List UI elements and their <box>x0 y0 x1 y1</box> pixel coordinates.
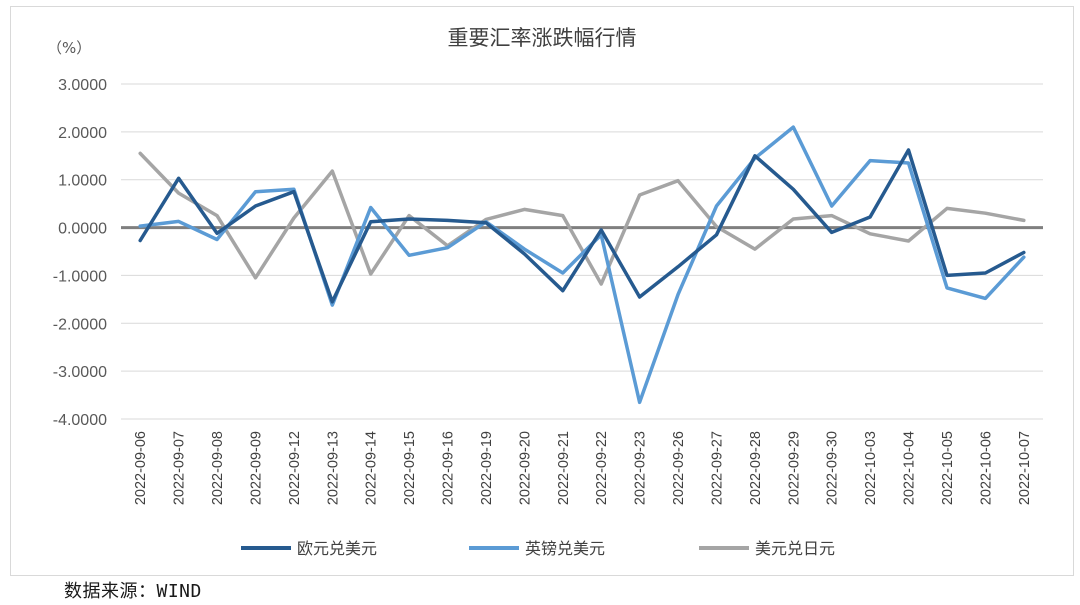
y-axis-ticks: 3.0000 2.0000 1.0000 0.0000 -1.0000 -2.0000 -3… <box>53 77 107 429</box>
unit-label: （%） <box>47 39 91 57</box>
x-tick-label: 2022-09-06 <box>133 431 149 505</box>
x-tick-label: 2022-09-23 <box>633 431 649 505</box>
source-note: 数据来源：WIND <box>64 581 202 602</box>
series-lines <box>138 125 1026 405</box>
legend-label: 英镑兑美元 <box>525 539 605 558</box>
x-tick-label: 2022-10-07 <box>1017 431 1033 505</box>
y-tick-label: -3.0000 <box>53 364 107 381</box>
x-tick-label: 2022-09-09 <box>248 431 264 505</box>
x-tick-label: 2022-09-08 <box>210 431 226 505</box>
y-tick-label: -1.0000 <box>53 268 107 285</box>
legend-label: 欧元兑美元 <box>297 539 377 558</box>
chart-frame: 重要汇率涨跌幅行情 （%） 3.0000 2.0000 1.0000 0.0000 -1… <box>10 6 1074 576</box>
x-tick-label: 2022-10-04 <box>902 431 918 505</box>
x-tick-label: 2022-09-22 <box>594 431 610 505</box>
x-tick-label: 2022-09-07 <box>172 431 188 505</box>
legend: 欧元兑美元 英镑兑美元 美元兑日元 <box>241 539 835 558</box>
x-tick-label: 2022-09-21 <box>556 431 572 505</box>
x-tick-label: 2022-09-27 <box>709 431 725 505</box>
x-tick-label: 2022-10-05 <box>940 431 956 505</box>
x-tick-label: 2022-09-20 <box>517 431 533 505</box>
y-tick-label: -2.0000 <box>53 316 107 333</box>
x-tick-label: 2022-09-15 <box>402 431 418 505</box>
x-axis-ticks: 2022-09-06 2022-09-07 2022-09-08 2022-09-09… <box>133 431 1033 505</box>
y-tick-label: 3.0000 <box>58 77 107 94</box>
series-line-0 <box>138 148 1026 304</box>
series-line-2 <box>138 151 1026 286</box>
x-tick-label: 2022-09-13 <box>325 431 341 505</box>
legend-label: 美元兑日元 <box>755 539 835 558</box>
x-tick-label: 2022-10-06 <box>978 431 994 505</box>
series-line-1 <box>138 125 1026 405</box>
y-tick-label: 0.0000 <box>58 221 107 238</box>
x-tick-label: 2022-09-19 <box>479 431 495 505</box>
chart-canvas: 重要汇率涨跌幅行情 （%） 3.0000 2.0000 1.0000 0.0000 -1… <box>47 26 1043 558</box>
x-tick-label: 2022-09-30 <box>825 431 841 505</box>
x-tick-label: 2022-09-14 <box>364 431 380 505</box>
chart-title: 重要汇率涨跌幅行情 <box>448 26 637 50</box>
x-tick-label: 2022-09-12 <box>287 431 303 505</box>
x-tick-label: 2022-09-29 <box>786 431 802 505</box>
x-tick-label: 2022-09-28 <box>748 431 764 505</box>
x-tick-label: 2022-09-26 <box>671 431 687 505</box>
x-tick-label: 2022-10-03 <box>863 431 879 505</box>
y-tick-label: 1.0000 <box>58 173 107 190</box>
grid-lines <box>121 83 1043 420</box>
x-tick-label: 2022-09-16 <box>441 431 457 505</box>
y-tick-label: -4.0000 <box>53 412 107 429</box>
y-tick-label: 2.0000 <box>58 125 107 142</box>
